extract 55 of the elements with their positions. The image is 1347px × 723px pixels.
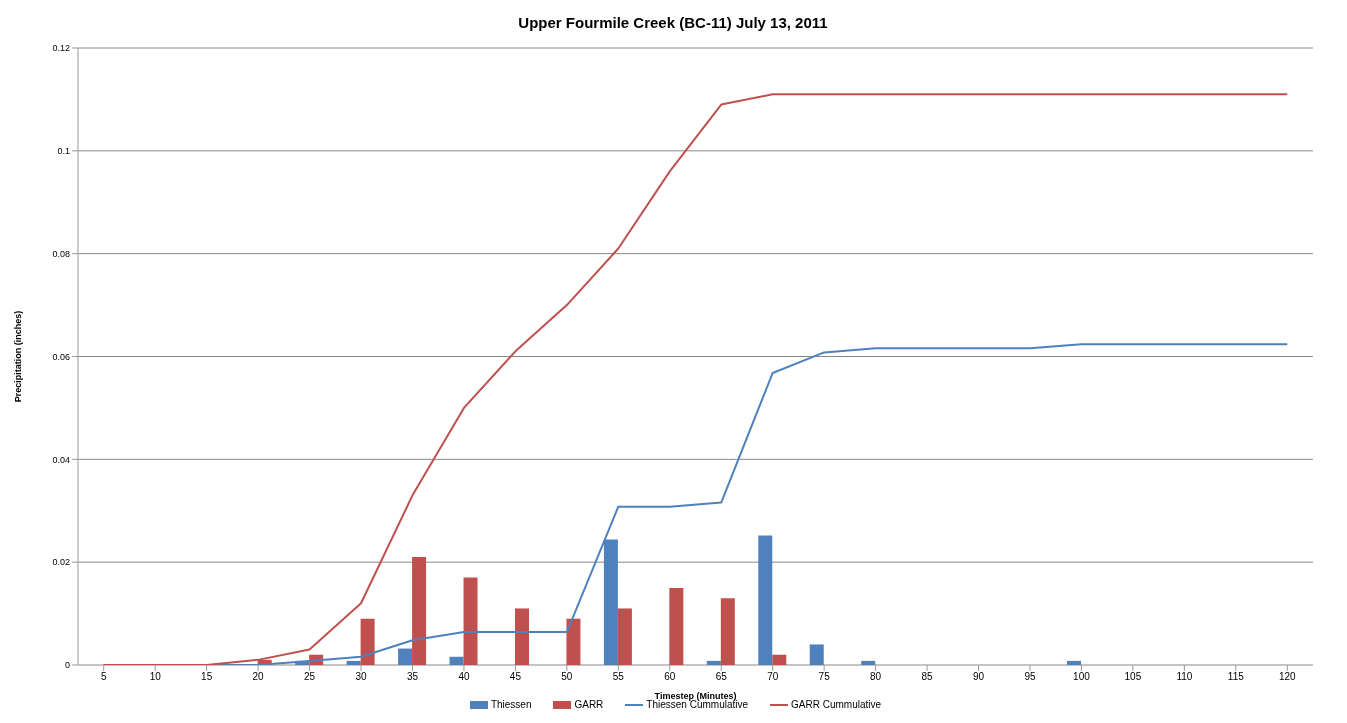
x-tick-label: 120 bbox=[1278, 671, 1297, 683]
bar bbox=[758, 535, 773, 665]
x-tick-label: 105 bbox=[1124, 671, 1142, 683]
bar bbox=[346, 660, 361, 665]
x-tick-label: 50 bbox=[561, 671, 573, 683]
x-tick-label: 5 bbox=[100, 671, 107, 683]
chart-title: Upper Fourmile Creek (BC-11) July 13, 2011 bbox=[517, 13, 829, 33]
bar bbox=[809, 644, 824, 665]
y-tick-label: 0.12 bbox=[52, 43, 70, 54]
x-axis-title: Timestep (Minutes) bbox=[654, 691, 737, 701]
legend-label: Thiessen bbox=[489, 699, 532, 710]
bar bbox=[566, 618, 581, 665]
bar bbox=[706, 660, 721, 665]
legend-label: GARR Cummulative bbox=[790, 699, 882, 710]
bar bbox=[1067, 660, 1082, 665]
bar bbox=[360, 618, 375, 665]
bar bbox=[861, 660, 876, 665]
x-tick-label: 10 bbox=[149, 671, 162, 683]
y-tick-label: 0 bbox=[64, 660, 70, 671]
x-tick-label: 55 bbox=[612, 671, 625, 683]
legend-label: GARR bbox=[573, 699, 604, 710]
bar bbox=[669, 587, 684, 665]
x-tick-label: 15 bbox=[201, 671, 213, 683]
x-tick-label: 110 bbox=[1176, 671, 1193, 683]
y-tick-label: 0.02 bbox=[52, 557, 70, 568]
x-tick-label: 60 bbox=[664, 671, 676, 683]
bar bbox=[514, 608, 529, 665]
x-tick-label: 115 bbox=[1227, 671, 1245, 683]
x-tick-label: 100 bbox=[1073, 671, 1091, 683]
x-tick-label: 65 bbox=[715, 671, 728, 683]
y-tick-label: 0.08 bbox=[52, 248, 70, 259]
bar bbox=[772, 654, 787, 665]
y-tick-label: 0.04 bbox=[52, 454, 70, 465]
x-tick-label: 45 bbox=[509, 671, 522, 683]
x-tick-label: 70 bbox=[767, 671, 779, 683]
x-tick-label: 80 bbox=[870, 671, 882, 683]
x-tick-label: 35 bbox=[406, 671, 419, 683]
x-tick-label: 20 bbox=[252, 671, 265, 683]
y-axis-title: Precipitation (inches) bbox=[13, 310, 24, 403]
bar bbox=[720, 598, 735, 665]
line-series bbox=[102, 93, 1289, 665]
bar bbox=[412, 557, 427, 665]
x-tick-label: 25 bbox=[304, 671, 316, 683]
y-tick-label: 0.06 bbox=[52, 351, 70, 362]
bar bbox=[449, 656, 464, 665]
x-tick-label: 95 bbox=[1024, 671, 1036, 683]
y-tick-label: 0.1 bbox=[57, 146, 70, 157]
x-tick-label: 40 bbox=[458, 671, 470, 683]
x-tick-label: 30 bbox=[355, 671, 368, 683]
x-tick-label: 75 bbox=[818, 671, 831, 683]
x-tick-label: 90 bbox=[972, 671, 985, 683]
bar bbox=[398, 648, 413, 665]
x-tick-label: 85 bbox=[921, 671, 934, 683]
bar bbox=[617, 608, 632, 665]
bar bbox=[463, 577, 478, 665]
